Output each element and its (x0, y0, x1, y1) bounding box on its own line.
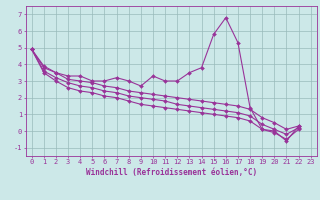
X-axis label: Windchill (Refroidissement éolien,°C): Windchill (Refroidissement éolien,°C) (86, 168, 257, 177)
